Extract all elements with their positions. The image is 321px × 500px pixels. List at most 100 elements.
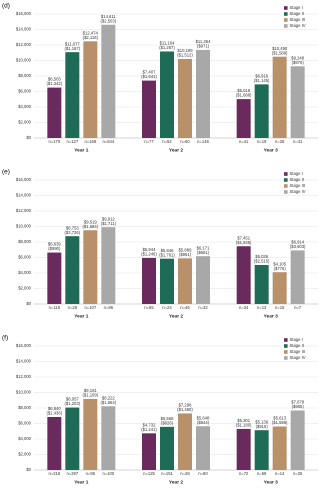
n-label: n=544 [102,139,114,144]
x-tick-label: Year 3 [264,313,278,319]
y-tick-label: $10,000 [16,224,32,229]
value-label: $5,613 [273,416,286,421]
legend-label: Stage IV [290,355,306,360]
y-tick-label: $0 [26,301,31,306]
n-label: n=170 [48,139,60,144]
bar [101,227,116,304]
legend-swatch [284,18,288,22]
bar [272,272,287,304]
n-label: n=72 [239,471,249,476]
n-label: n=297 [66,471,78,476]
n-label: n=25 [293,471,303,476]
bar [178,413,192,470]
bar [272,56,287,138]
bar [272,426,287,470]
value-label: $6,914 [291,240,304,245]
se-label: ($1,145) [254,78,270,83]
n-label: n=14 [275,471,285,476]
se-label: ($1,109) [83,393,99,398]
se-label: ($944) [197,420,210,425]
bar [160,51,174,138]
se-label: ($3,726) [65,230,81,235]
bar [142,80,156,138]
se-label: ($826) [161,420,174,425]
se-label: ($1,342) [47,81,63,86]
bar [196,49,210,138]
x-tick-label: Year 1 [74,147,88,153]
value-label: $6,171 [197,245,210,250]
value-label: $7,678 [291,400,304,405]
legend-label: Stage II [290,11,304,16]
se-label: ($1,645) [236,240,252,245]
y-tick-label: $10,000 [16,390,32,395]
se-label: ($1,641) [141,74,157,79]
se-label: ($985) [292,404,305,409]
bar [290,410,305,470]
se-label: ($990) [48,246,61,251]
bar [65,407,80,470]
n-label: n=95 [86,471,96,476]
n-label: n=24 [162,305,172,310]
n-label: n=26 [68,305,78,310]
bar [65,236,80,304]
n-label: n=107 [84,305,96,310]
bar [83,230,98,304]
bar [254,84,269,138]
n-label: n=127 [66,139,78,144]
y-tick-label: $6,000 [18,89,31,94]
legend-swatch [284,350,288,354]
value-label: $6,916 [255,74,268,79]
n-label: n=148 [197,139,209,144]
n-label: n=169 [84,139,96,144]
bar [47,87,62,138]
x-tick-label: Year 1 [74,479,88,485]
legend-swatch [284,172,288,176]
bar [290,250,305,304]
value-label: $5,136 [255,419,268,424]
bar [254,264,269,304]
se-label: ($1,711) [101,221,117,226]
x-tick-label: Year 2 [169,479,183,485]
legend-swatch [284,178,288,182]
n-label: n=13 [257,305,267,310]
bar [254,430,269,470]
n-label: n=151 [161,471,173,476]
value-label: $5,648 [197,415,210,420]
x-tick-label: Year 3 [264,479,278,485]
bar [47,416,62,470]
se-label: ($916) [256,424,269,429]
n-label: n=34 [239,305,249,310]
y-tick-label: $4,000 [18,104,31,109]
bar [101,406,116,470]
bar [83,41,98,138]
bar [236,99,251,138]
se-label: ($1,167) [65,46,81,51]
bar [178,258,192,304]
n-label: n=125 [143,471,155,476]
y-tick-label: $12,000 [16,208,32,213]
se-label: ($971) [197,44,210,49]
value-label: $5,944 [143,247,156,252]
se-label: ($1,267) [159,45,175,50]
legend-label: Stage IV [290,189,306,194]
se-label: ($1,180) [236,423,252,428]
y-tick-label: $4,000 [18,270,31,275]
panel-label: (f) [2,335,8,342]
y-tick-label: $12,000 [16,42,32,47]
value-label: $7,407 [143,70,156,75]
se-label: ($2,116) [83,35,99,40]
y-tick-label: $8,000 [18,73,31,78]
x-tick-label: Year 2 [169,313,183,319]
legend-label: Stage I [290,337,303,342]
y-tick-label: $2,000 [18,120,31,125]
legend-label: Stage I [290,5,303,10]
y-tick-label: $2,000 [18,452,31,457]
se-label: ($1,761) [159,252,175,257]
value-label: $11,077 [65,41,80,46]
legend-swatch [284,190,288,194]
y-tick-label: $12,000 [16,374,32,379]
x-tick-label: Year 3 [264,147,278,153]
legend-label: Stage III [290,17,306,22]
y-tick-label: $16,000 [16,11,32,16]
